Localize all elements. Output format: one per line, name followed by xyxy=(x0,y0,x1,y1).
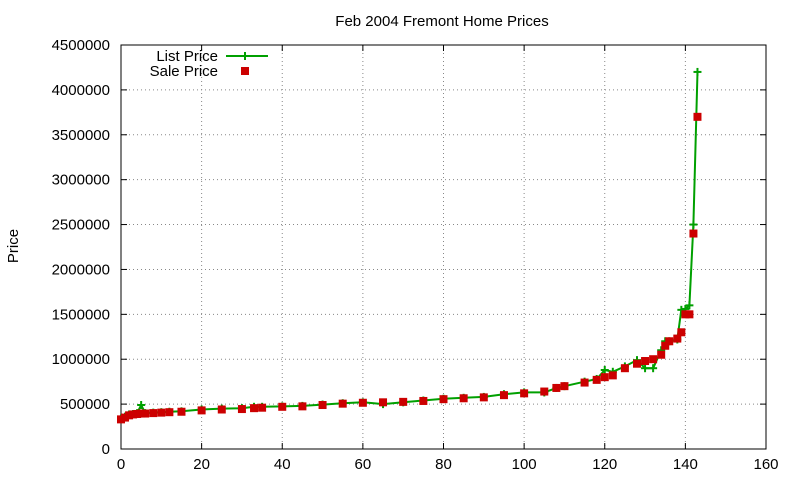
sale-price-point xyxy=(278,402,287,411)
x-tick-label: 0 xyxy=(117,456,125,473)
sale-price-point xyxy=(608,371,617,380)
y-tick-label: 1000000 xyxy=(52,351,110,368)
legend-label: Sale Price xyxy=(150,63,218,80)
sale-price-point xyxy=(318,401,327,410)
sale-price-point xyxy=(665,337,674,346)
sale-price-point xyxy=(685,310,694,319)
sale-price-point xyxy=(661,341,670,350)
x-tick-label: 120 xyxy=(592,456,617,473)
x-tick-label: 80 xyxy=(435,456,452,473)
sale-price-point xyxy=(560,382,569,391)
sale-price-point xyxy=(258,403,267,412)
sale-price-point xyxy=(399,397,408,406)
list-price-point xyxy=(641,364,650,373)
list-price-point xyxy=(600,365,609,374)
sale-price-point xyxy=(673,334,682,343)
sale-price-point xyxy=(439,395,448,404)
sale-price-point xyxy=(129,410,138,419)
y-tick-label: 4500000 xyxy=(52,37,110,54)
x-tick-label: 140 xyxy=(673,456,698,473)
x-tick-label: 160 xyxy=(753,456,778,473)
sale-price-point xyxy=(358,398,367,407)
sale-price-point xyxy=(499,391,508,400)
sale-price-point xyxy=(250,404,259,413)
sale-price-point xyxy=(649,355,658,364)
list-price-point xyxy=(137,401,146,410)
sale-price-point xyxy=(133,409,142,418)
y-axis: 0 500000 1000000 1500000 2000000 2500000 30000… xyxy=(52,37,766,458)
legend-label: List Price xyxy=(156,48,218,65)
sale-price-point xyxy=(592,375,601,384)
series-sale-price xyxy=(117,112,702,424)
sale-price-point xyxy=(681,310,690,319)
sale-price-point xyxy=(141,409,150,418)
sale-price-point xyxy=(137,409,146,418)
sale-price-point xyxy=(157,408,166,417)
x-tick-label: 20 xyxy=(193,456,210,473)
sale-price-point xyxy=(117,415,125,424)
grid-lines xyxy=(121,45,766,449)
sale-price-point xyxy=(580,378,589,387)
chart-title: Feb 2004 Fremont Home Prices xyxy=(335,13,548,30)
x-tick-label: 100 xyxy=(512,456,537,473)
sale-price-point xyxy=(677,328,686,337)
list-price-point xyxy=(689,220,698,229)
sale-price-point xyxy=(125,411,134,420)
sale-price-point xyxy=(165,408,174,417)
legend-marker xyxy=(241,52,249,60)
x-axis: 0 20 40 60 80 100 120 140 160 xyxy=(117,45,779,473)
y-tick-label: 3000000 xyxy=(52,172,110,189)
list-price-line xyxy=(120,71,699,420)
y-tick-label: 3500000 xyxy=(52,127,110,144)
sale-price-point xyxy=(479,393,488,402)
sale-price-point xyxy=(600,373,609,382)
sale-price-point xyxy=(121,413,130,422)
list-price-point xyxy=(649,364,658,373)
legend-swatch xyxy=(241,67,249,75)
sale-price-point xyxy=(689,229,698,238)
sale-price-point xyxy=(338,399,347,408)
y-tick-label: 2500000 xyxy=(52,217,110,234)
list-price-point xyxy=(685,301,694,310)
sale-price-point xyxy=(620,364,629,373)
sale-price-point xyxy=(197,406,206,415)
series-list-price xyxy=(117,67,702,423)
list-price-point xyxy=(693,67,702,76)
sale-price-point xyxy=(379,398,388,407)
sale-price-point xyxy=(693,112,702,121)
y-tick-label: 4000000 xyxy=(52,82,110,99)
sale-price-point xyxy=(459,394,468,403)
series-layer xyxy=(117,67,702,424)
sale-price-point xyxy=(217,405,226,414)
sale-price-point xyxy=(149,409,158,418)
sale-price-point xyxy=(177,407,186,416)
y-tick-label: 2000000 xyxy=(52,261,110,278)
sale-price-point xyxy=(298,402,307,411)
sale-price-point xyxy=(419,396,428,405)
sale-price-point xyxy=(657,350,666,359)
sale-price-point xyxy=(540,387,549,396)
sale-price-point xyxy=(641,357,650,366)
y-axis-label: Price xyxy=(5,229,22,263)
y-tick-label: 500000 xyxy=(60,396,110,413)
x-tick-label: 40 xyxy=(274,456,291,473)
y-tick-label: 0 xyxy=(102,441,110,458)
sale-price-point xyxy=(552,383,561,392)
y-tick-label: 1500000 xyxy=(52,306,110,323)
sale-price-point xyxy=(633,359,641,368)
sale-price-point xyxy=(520,389,529,398)
x-tick-label: 60 xyxy=(355,456,372,473)
sale-price-point xyxy=(237,405,246,414)
